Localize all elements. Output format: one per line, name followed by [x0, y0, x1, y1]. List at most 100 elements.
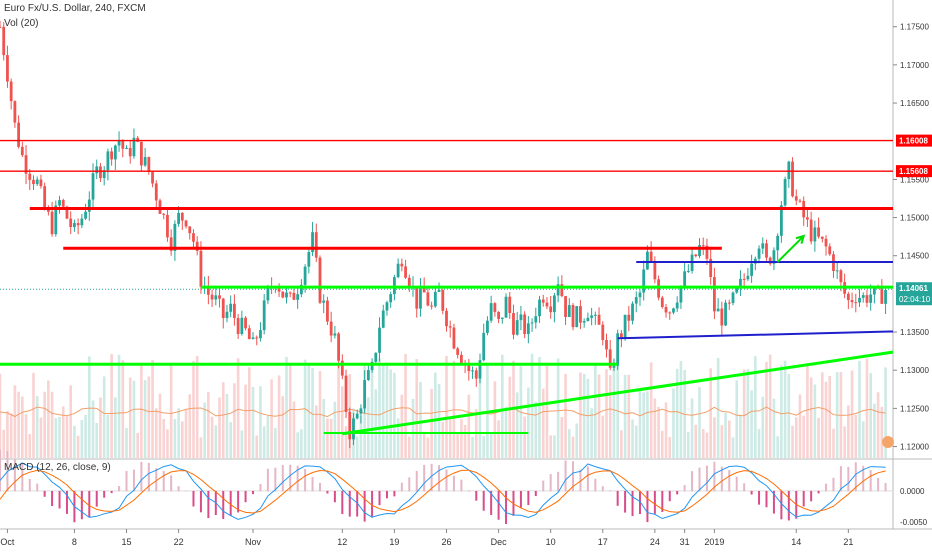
- macd-histogram-bar: [802, 490, 805, 507]
- macd-histogram-bar: [333, 490, 336, 503]
- volume-bar: [694, 424, 698, 458]
- candle-body: [20, 146, 24, 156]
- volume-bar: [608, 375, 612, 458]
- volume-bar: [415, 359, 419, 458]
- volume-bar: [448, 418, 452, 458]
- time-tick-label: 8: [72, 537, 77, 547]
- macd-histogram-bar: [430, 463, 433, 492]
- volume-bar: [2, 429, 6, 458]
- macd-histogram-bar: [341, 490, 344, 515]
- volume-bar: [794, 417, 798, 458]
- macd-histogram-bar: [787, 490, 790, 521]
- macd-histogram-bar: [266, 468, 269, 492]
- candle-body: [233, 303, 236, 318]
- volume-bar: [407, 436, 411, 458]
- volume-bar: [73, 425, 76, 458]
- price-tick-label: 1.14500: [900, 252, 929, 261]
- volume-bar: [705, 432, 709, 458]
- candle-body: [448, 326, 452, 328]
- volume-bar: [821, 372, 824, 458]
- candle-body: [616, 333, 620, 366]
- macd-histogram-bar: [475, 490, 478, 501]
- time-tick-label: Nov: [245, 537, 262, 547]
- volume-bar: [367, 397, 370, 458]
- volume-bar: [463, 424, 467, 458]
- candle-body: [619, 333, 623, 338]
- volume-bar: [642, 392, 646, 458]
- candle-body: [259, 330, 262, 339]
- price-tag: [896, 134, 932, 147]
- volume-bar: [523, 416, 526, 458]
- volume-bar: [858, 360, 861, 458]
- volume-bar: [813, 384, 817, 458]
- candle-body: [579, 306, 582, 323]
- candle-body: [281, 291, 285, 298]
- candle-body: [798, 200, 802, 202]
- candle-body: [337, 333, 340, 361]
- candle-body: [6, 55, 9, 82]
- candle-body: [746, 275, 750, 280]
- macd-label[interactable]: MACD (12, 26, close, 9): [4, 462, 111, 473]
- signal-line: [0, 469, 886, 514]
- time-tick-label: 17: [598, 537, 608, 547]
- time-tick-label: 31: [680, 537, 690, 547]
- price-tick-label: 1.17500: [900, 23, 929, 32]
- candle-body: [9, 81, 13, 102]
- candle-body: [835, 270, 839, 272]
- macd-histogram-bar: [296, 465, 299, 492]
- volume-bar: [776, 436, 779, 458]
- candle-body: [794, 196, 798, 201]
- candle-body: [872, 286, 876, 295]
- macd-histogram-bar: [549, 474, 552, 492]
- volume-bar: [623, 374, 627, 458]
- candle-body: [705, 245, 709, 259]
- price-tick-label: 1.16500: [900, 99, 929, 108]
- volume-bar: [646, 391, 649, 458]
- volume-icon: [882, 436, 894, 448]
- macd-histogram-bar: [185, 490, 188, 492]
- volume-bar: [91, 400, 95, 458]
- candle-body: [326, 300, 329, 322]
- macd-histogram-bar: [110, 490, 113, 494]
- macd-histogram-bar: [0, 449, 1, 492]
- time-tick-label: 19: [389, 537, 399, 547]
- macd-histogram-bar: [616, 490, 619, 506]
- candle-body: [0, 26, 2, 28]
- candle-body: [65, 206, 69, 219]
- volume-bar: [787, 373, 791, 458]
- candle-body: [266, 286, 270, 301]
- candle-body: [675, 302, 679, 309]
- macd-histogram-bar: [326, 490, 329, 494]
- macd-histogram-bar: [542, 480, 545, 492]
- candle-body: [433, 291, 437, 307]
- volume-bar: [58, 417, 61, 458]
- candle-body: [672, 308, 675, 313]
- candle-body: [560, 284, 564, 297]
- candle-body: [422, 287, 426, 293]
- volume-bar: [173, 419, 177, 458]
- macd-histogram-bar: [460, 479, 463, 492]
- volume-bar: [210, 416, 214, 458]
- macd-histogram-bar: [125, 471, 128, 492]
- candle-body: [634, 297, 638, 304]
- volume-bar: [247, 367, 251, 458]
- last-price-label: 1.14061: [899, 284, 928, 293]
- volume-bar: [638, 388, 642, 458]
- volume-bar: [251, 386, 255, 458]
- candle-body: [352, 418, 355, 440]
- volume-bar: [199, 437, 203, 458]
- volume-bar: [802, 415, 805, 458]
- volume-bar: [132, 380, 136, 458]
- candle-body: [251, 337, 255, 340]
- volume-label[interactable]: Vol (20): [4, 18, 39, 29]
- candle-body: [538, 299, 541, 317]
- candle-body: [664, 307, 668, 313]
- candle-body: [206, 286, 210, 295]
- symbol-title[interactable]: Euro Fx/U.S. Dollar, 240, FXCM: [4, 3, 146, 14]
- candle-body: [113, 145, 117, 160]
- volume-bar: [385, 362, 389, 458]
- candle-body: [601, 324, 605, 340]
- volume-bar: [616, 356, 619, 458]
- last-price-tag: [896, 282, 932, 306]
